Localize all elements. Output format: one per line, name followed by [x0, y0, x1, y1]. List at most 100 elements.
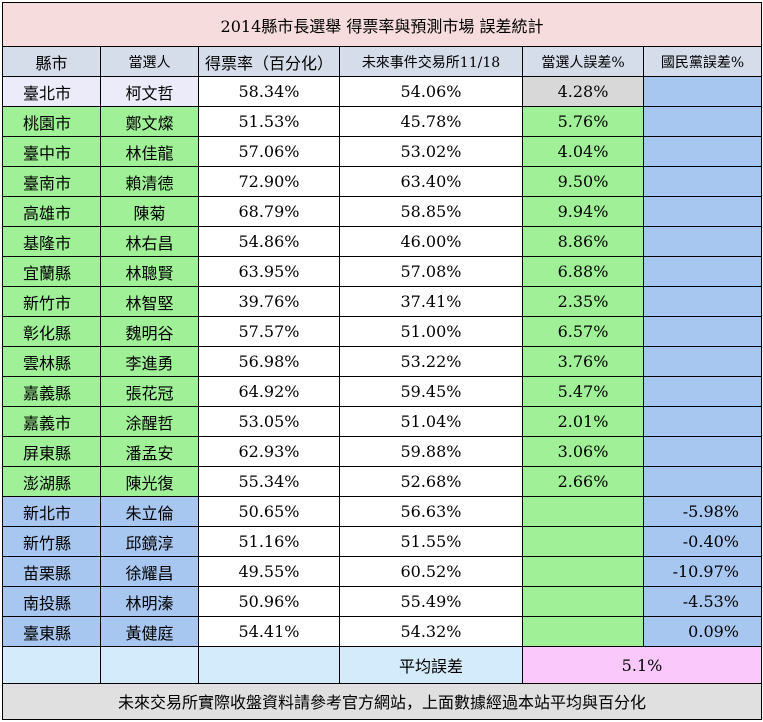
county-cell: 苗栗縣 — [2, 556, 101, 588]
winner-cell: 鄭文燦 — [100, 106, 199, 138]
kmt-error-cell — [643, 166, 762, 198]
kmt-error-cell — [643, 76, 762, 108]
market-cell: 63.40% — [339, 166, 523, 198]
market-cell: 51.04% — [339, 406, 523, 438]
vote-rate-cell: 62.93% — [198, 436, 340, 468]
vote-rate-cell: 57.57% — [198, 316, 340, 348]
kmt-error-cell — [643, 196, 762, 228]
county-cell: 新北市 — [2, 496, 101, 528]
kmt-error-cell — [643, 226, 762, 258]
winner-cell: 林右昌 — [100, 226, 199, 258]
header-county: 縣市 — [2, 46, 101, 78]
county-cell: 屏東縣 — [2, 436, 101, 468]
kmt-error-cell: -4.53% — [643, 586, 762, 618]
winner-error-cell: 3.06% — [522, 436, 644, 468]
vote-rate-cell: 53.05% — [198, 406, 340, 438]
winner-error-cell: 5.76% — [522, 106, 644, 138]
winner-error-cell: 2.35% — [522, 286, 644, 318]
winner-error-cell — [522, 556, 644, 588]
market-cell: 52.68% — [339, 466, 523, 498]
vote-rate-cell: 50.65% — [198, 496, 340, 528]
vote-rate-cell: 55.34% — [198, 466, 340, 498]
vote-rate-cell: 68.79% — [198, 196, 340, 228]
table-row: 宜蘭縣 林聰賢 63.95% 57.08% 6.88% — [2, 256, 762, 288]
market-cell: 57.08% — [339, 256, 523, 288]
winner-error-cell — [522, 616, 644, 648]
winner-cell: 魏明谷 — [100, 316, 199, 348]
vote-rate-cell: 51.53% — [198, 106, 340, 138]
table-row: 屏東縣 潘孟安 62.93% 59.88% 3.06% — [2, 436, 762, 468]
winner-cell: 張花冠 — [100, 376, 199, 408]
winner-error-cell: 4.04% — [522, 136, 644, 168]
kmt-error-cell — [643, 136, 762, 168]
table-row: 臺南市 賴清德 72.90% 63.40% 9.50% — [2, 166, 762, 198]
winner-cell: 潘孟安 — [100, 436, 199, 468]
county-cell: 新竹縣 — [2, 526, 101, 558]
winner-cell: 朱立倫 — [100, 496, 199, 528]
county-cell: 雲林縣 — [2, 346, 101, 378]
winner-cell: 柯文哲 — [100, 76, 199, 108]
county-cell: 臺東縣 — [2, 616, 101, 648]
market-cell: 51.55% — [339, 526, 523, 558]
county-cell: 南投縣 — [2, 586, 101, 618]
county-cell: 高雄市 — [2, 196, 101, 228]
market-cell: 54.32% — [339, 616, 523, 648]
market-cell: 59.88% — [339, 436, 523, 468]
vote-rate-cell: 54.41% — [198, 616, 340, 648]
table-row: 雲林縣 李進勇 56.98% 53.22% 3.76% — [2, 346, 762, 378]
vote-rate-cell: 63.95% — [198, 256, 340, 288]
market-cell: 53.22% — [339, 346, 523, 378]
county-cell: 臺北市 — [2, 76, 101, 108]
vote-rate-cell: 58.34% — [198, 76, 340, 108]
kmt-error-cell: -5.98% — [643, 496, 762, 528]
table-row: 臺東縣 黃健庭 54.41% 54.32% 0.09% — [2, 616, 762, 648]
vote-rate-cell: 64.92% — [198, 376, 340, 408]
table-row: 南投縣 林明溱 50.96% 55.49% -4.53% — [2, 586, 762, 618]
winner-error-cell: 4.28% — [522, 76, 644, 108]
county-cell: 新竹市 — [2, 286, 101, 318]
winner-cell: 涂醒哲 — [100, 406, 199, 438]
table-row: 高雄市 陳菊 68.79% 58.85% 9.94% — [2, 196, 762, 228]
winner-cell: 陳光復 — [100, 466, 199, 498]
market-cell: 45.78% — [339, 106, 523, 138]
winner-error-cell: 9.94% — [522, 196, 644, 228]
winner-cell: 邱鏡淳 — [100, 526, 199, 558]
header-market: 未來事件交易所11/18 — [339, 46, 523, 78]
vote-rate-cell: 49.55% — [198, 556, 340, 588]
market-cell: 37.41% — [339, 286, 523, 318]
vote-rate-cell: 54.86% — [198, 226, 340, 258]
winner-error-cell — [522, 526, 644, 558]
summary-empty-cell — [198, 646, 340, 684]
kmt-error-cell: -0.40% — [643, 526, 762, 558]
winner-error-cell — [522, 586, 644, 618]
summary-empty-cell — [100, 646, 199, 684]
table-row: 嘉義縣 張花冠 64.92% 59.45% 5.47% — [2, 376, 762, 408]
table-row: 桃園市 鄭文燦 51.53% 45.78% 5.76% — [2, 106, 762, 138]
market-cell: 51.00% — [339, 316, 523, 348]
winner-error-cell: 2.01% — [522, 406, 644, 438]
county-cell: 基隆市 — [2, 226, 101, 258]
vote-rate-cell: 57.06% — [198, 136, 340, 168]
market-cell: 56.63% — [339, 496, 523, 528]
winner-error-cell: 6.88% — [522, 256, 644, 288]
market-cell: 46.00% — [339, 226, 523, 258]
market-cell: 55.49% — [339, 586, 523, 618]
county-cell: 嘉義市 — [2, 406, 101, 438]
county-cell: 澎湖縣 — [2, 466, 101, 498]
kmt-error-cell: -10.97% — [643, 556, 762, 588]
kmt-error-cell — [643, 286, 762, 318]
market-cell: 54.06% — [339, 76, 523, 108]
winner-error-cell: 6.57% — [522, 316, 644, 348]
vote-rate-cell: 51.16% — [198, 526, 340, 558]
header-winner-error: 當選人誤差% — [522, 46, 644, 78]
winner-cell: 李進勇 — [100, 346, 199, 378]
county-cell: 臺中市 — [2, 136, 101, 168]
header-kmt-error: 國民黨誤差% — [643, 46, 762, 78]
table-row: 臺北市 柯文哲 58.34% 54.06% 4.28% — [2, 76, 762, 108]
market-cell: 60.52% — [339, 556, 523, 588]
winner-error-cell: 9.50% — [522, 166, 644, 198]
table-row: 澎湖縣 陳光復 55.34% 52.68% 2.66% — [2, 466, 762, 498]
table-row: 新北市 朱立倫 50.65% 56.63% -5.98% — [2, 496, 762, 528]
table-row: 新竹市 林智堅 39.76% 37.41% 2.35% — [2, 286, 762, 318]
county-cell: 臺南市 — [2, 166, 101, 198]
